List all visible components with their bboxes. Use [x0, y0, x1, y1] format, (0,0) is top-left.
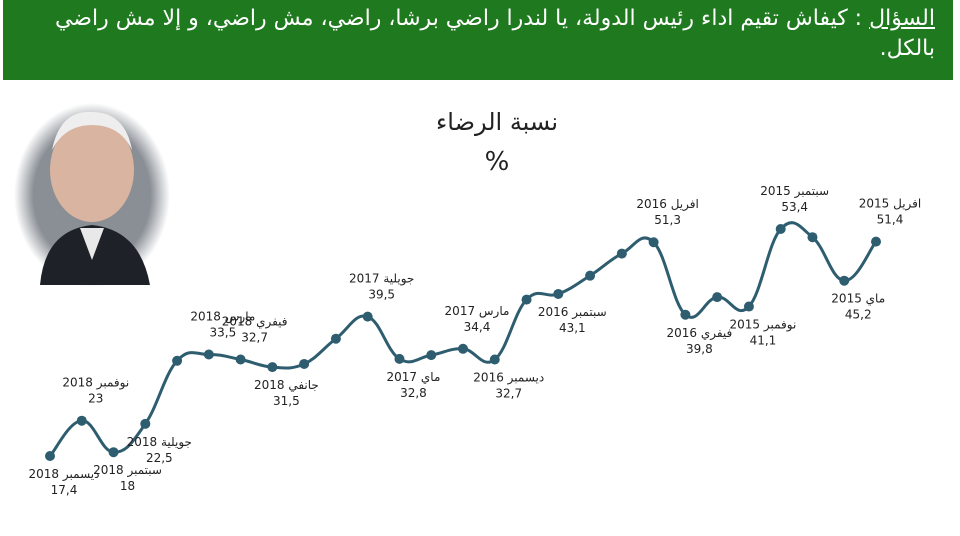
point	[839, 275, 850, 286]
point-value-label: 33,5	[209, 325, 236, 339]
point-date-label: ماي 2017	[387, 370, 441, 384]
point	[680, 309, 691, 320]
point	[743, 301, 754, 312]
point	[394, 353, 405, 364]
point	[871, 236, 881, 247]
point	[45, 451, 55, 461]
point	[426, 350, 437, 361]
point-date-label: ديسمبر 2016	[473, 371, 544, 386]
point-date-label: افريل 2015	[859, 197, 921, 212]
point	[521, 294, 532, 305]
point	[458, 343, 468, 354]
point	[362, 311, 373, 322]
question-label: السؤال	[869, 6, 935, 31]
point-value-label: 32,8	[400, 386, 427, 400]
point-value-label: 43,1	[559, 321, 586, 335]
point	[140, 418, 151, 429]
chart-title: نسبة الرضاء	[436, 108, 558, 136]
point-value-label: 17,4	[51, 483, 78, 497]
point-date-label: ماي 2015	[831, 292, 885, 306]
point-date-label: سبتمبر 2015	[760, 184, 829, 199]
point	[299, 358, 310, 369]
chart-subtitle: %	[485, 147, 510, 177]
point-date-label: مارس 2018	[190, 309, 255, 324]
point	[553, 288, 564, 299]
point	[172, 355, 183, 366]
point-value-label: 53,4	[781, 200, 808, 214]
point-value-label: 39,8	[686, 342, 713, 356]
point-date-label: فيفري 2016	[666, 326, 732, 341]
point	[585, 270, 596, 281]
point-value-label: 22,5	[146, 451, 173, 465]
point	[775, 224, 786, 234]
point-date-label: سبتمبر 2018	[93, 463, 162, 478]
point-date-label: مارس 2017	[445, 304, 510, 319]
point-date-label: جانفي 2018	[254, 378, 319, 392]
point	[108, 447, 119, 458]
point-value-label: 23	[88, 392, 103, 406]
point-date-label: جويلية 2017	[349, 272, 414, 287]
point-value-label: 18	[120, 479, 135, 493]
point-value-label: 31,5	[273, 394, 300, 408]
point-value-label: 51,4	[877, 213, 904, 227]
point	[76, 415, 87, 426]
point-value-label: 51,3	[654, 213, 681, 227]
point	[489, 354, 500, 365]
point-value-label: 34,4	[464, 320, 491, 334]
point-value-label: 45,2	[845, 308, 872, 322]
point-value-label: 32,7	[241, 331, 268, 345]
point-date-label: ديسمبر 2018	[29, 467, 100, 482]
point-value-label: 32,7	[495, 387, 522, 401]
point	[330, 333, 341, 344]
point-date-label: جويلية 2018	[127, 435, 192, 450]
point-date-label: فيفري 2018	[222, 315, 288, 330]
point-date-label: نوفمبر 2015	[730, 318, 797, 333]
point-value-label: 41,1	[750, 334, 777, 348]
point	[267, 362, 278, 373]
point	[203, 349, 214, 360]
point	[235, 354, 246, 365]
point-value-label: 39,5	[368, 288, 395, 302]
question-banner: السؤال : كيفاش تقيم اداء رئيس الدولة، يا…	[3, 0, 953, 80]
portrait	[14, 103, 170, 287]
point	[807, 232, 818, 243]
point	[616, 248, 627, 259]
point	[648, 237, 659, 248]
question-text: : كيفاش تقيم اداء رئيس الدولة، يا لندرا …	[54, 6, 935, 61]
point-date-label: افريل 2016	[636, 197, 698, 212]
point-date-label: نوفمبر 2018	[62, 376, 129, 391]
point	[712, 292, 723, 303]
point-date-label: سبتمبر 2016	[538, 305, 607, 320]
